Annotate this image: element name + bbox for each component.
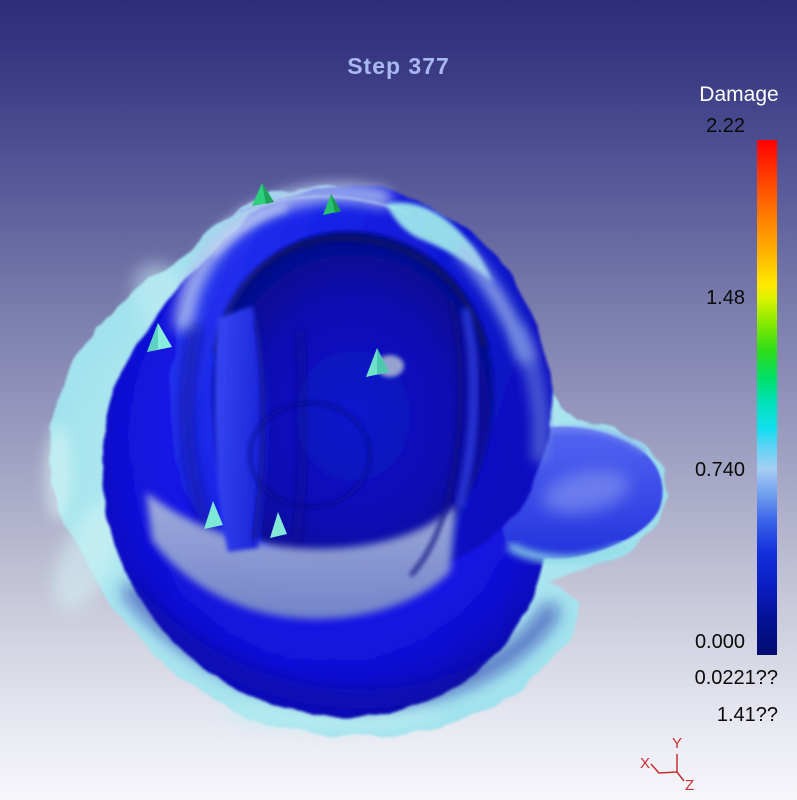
damage-spikes: [147, 183, 404, 538]
colorbar: [757, 140, 777, 655]
axis-z-line: [676, 771, 685, 782]
colorbar-tick-max: 2.22: [706, 115, 745, 137]
colorbar-tick-min: 0.000: [694, 631, 745, 653]
axis-y-label: Y: [672, 735, 682, 752]
inner-dark-band: [291, 329, 309, 541]
colorbar-tick-lower: 0.740: [694, 459, 745, 481]
legend-annotation-2: 1.41??: [716, 704, 778, 726]
part-front-wall: [146, 492, 456, 619]
inner-seam-right: [409, 299, 464, 577]
cup-rim-highlight: [174, 182, 392, 332]
inner-ridge-right: [455, 307, 479, 509]
axis-x-line: [650, 763, 678, 774]
cavity-rim-shadow: [213, 235, 487, 355]
inner-rib-left: [214, 306, 267, 552]
axis-x-label: X: [640, 755, 650, 772]
legend-title: Damage: [699, 83, 779, 106]
body-bottom-shadow: [123, 583, 559, 708]
axis-triad: Y X Z: [640, 735, 694, 794]
legend-annotation-1: 0.0221??: [694, 667, 778, 689]
colorbar-tick-upper: 1.48: [706, 287, 745, 309]
cup-rim-highlight-bright: [210, 204, 288, 256]
inner-circle: [248, 401, 372, 509]
step-title: Step 377: [347, 53, 450, 79]
part-cavity: [212, 231, 494, 567]
cup-right-light: [511, 325, 551, 463]
axis-z-label: Z: [685, 777, 694, 794]
